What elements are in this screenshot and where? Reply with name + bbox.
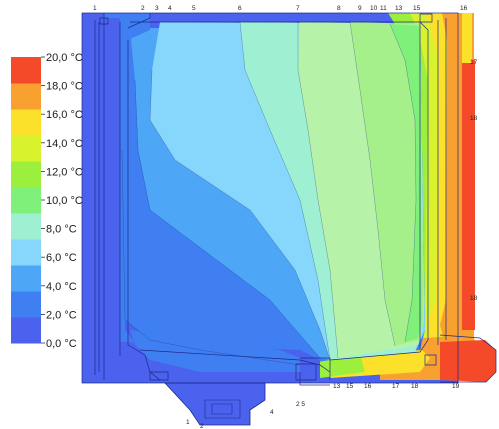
legend-band-4 — [11, 213, 41, 240]
bottom-glass-outline — [139, 349, 331, 373]
small-slot-bottom — [149, 354, 437, 381]
marker-top: 8 — [337, 5, 341, 12]
right-frame-outline — [419, 18, 447, 350]
right-profile-outline — [439, 334, 497, 383]
marker-right: 17 — [470, 59, 478, 66]
legend-color-bar — [11, 57, 41, 344]
frame-foot-inner — [204, 399, 241, 419]
legend-tick-label: 20,0 °C — [46, 52, 83, 64]
marker-top: 3 — [155, 5, 159, 12]
legend-tick-label: 8,0 °C — [46, 224, 77, 236]
inner-note-label: 2 5 — [296, 401, 305, 408]
frame-right-layer-4 — [440, 13, 462, 340]
isotherm-14 — [349, 21, 396, 347]
legend-tick-label: 18,0 °C — [46, 81, 83, 93]
sill-bracket-outline — [295, 363, 317, 381]
marker-lower: 4 — [270, 409, 274, 416]
marker-bottom: 19 — [452, 383, 460, 390]
marker-top: 4 — [168, 5, 172, 12]
marker-top: 16 — [460, 5, 468, 12]
isotherm-lines — [121, 21, 417, 366]
isotherm-4 — [121, 149, 301, 366]
isotherm-16 — [389, 23, 417, 343]
marker-top: 15 — [413, 5, 421, 12]
marker-right: 18 — [470, 295, 478, 302]
marker-top: 11 — [380, 5, 387, 12]
marker-top: 13 — [395, 5, 403, 12]
legend-band-10 — [11, 57, 41, 84]
legend-band-8 — [11, 109, 41, 136]
isotherm-6 — [134, 79, 321, 359]
legend-tick-labels: 20,0 °C 18,0 °C 16,0 °C 14,0 °C 12,0 °C 10,0 … — [41, 52, 83, 350]
marker-bottom: 17 — [392, 383, 400, 390]
legend-tick-label: 14,0 °C — [46, 138, 83, 150]
sill-outline — [299, 357, 331, 386]
legend-band-7 — [11, 135, 41, 162]
marker-top: 2 — [141, 5, 145, 12]
frame-rebate-outline — [94, 20, 100, 375]
sash-outline — [127, 13, 161, 381]
legend-tick-label: 10,0 °C — [46, 195, 83, 207]
thermal-field — [82, 13, 496, 426]
outer-boundary — [81, 12, 459, 384]
legend-band-1 — [11, 291, 41, 318]
left-frame-outer — [82, 13, 104, 383]
glass-zone-14deg — [350, 22, 424, 346]
isotherm-8 — [149, 69, 331, 361]
legend-tick-label: 16,0 °C — [46, 109, 83, 121]
legend-tick-label: 4,0 °C — [46, 281, 77, 293]
marker-bottom: 16 — [364, 383, 372, 390]
left-frame-outline — [103, 13, 129, 380]
construction-outlines — [81, 12, 497, 386]
marker-bottom: 18 — [411, 383, 419, 390]
marker-right: 18 — [470, 115, 478, 122]
marker-top: 9 — [358, 5, 362, 12]
marker-bottom: 13 — [333, 383, 341, 390]
temperature-legend: 20,0 °C 18,0 °C 16,0 °C 14,0 °C 12,0 °C 10,0 … — [11, 52, 83, 350]
isotherm-12 — [297, 22, 339, 359]
marker-lower: 1 — [186, 419, 190, 426]
sill-green-zone — [320, 355, 365, 378]
marker-top: 1 — [93, 5, 97, 12]
legend-tick-label: 0,0 °C — [46, 338, 77, 350]
hot-wall-zone — [462, 60, 475, 330]
legend-band-6 — [11, 161, 41, 188]
bottom-sill-lighter — [130, 330, 300, 372]
legend-band-3 — [11, 239, 41, 266]
legend-band-0 — [11, 317, 41, 344]
legend-band-2 — [11, 265, 41, 292]
small-slot-top — [99, 13, 433, 25]
marker-top: 6 — [238, 5, 242, 12]
marker-lower: 2 — [200, 423, 204, 429]
legend-band-9 — [11, 83, 41, 110]
legend-tick-label: 6,0 °C — [46, 252, 77, 264]
sill-hot-zone — [440, 340, 496, 382]
marker-top: 10 — [370, 5, 378, 12]
marker-bottom: 15 — [346, 383, 354, 390]
glass-zone-16deg — [390, 24, 422, 342]
marker-top: 7 — [296, 5, 300, 12]
legend-band-5 — [11, 187, 41, 214]
left-frame-cold-zone — [104, 18, 120, 360]
marker-top: 5 — [192, 5, 196, 12]
legend-tick-label: 12,0 °C — [46, 166, 83, 178]
glass-edge-outline — [130, 21, 429, 361]
isotherm-10 — [239, 21, 331, 361]
legend-tick-label: 2,0 °C — [46, 309, 77, 321]
position-markers: 1 2 3 4 5 6 7 8 9 10 11 13 15 16 17 18 18 13 15 16 17 18 19 1 2 4 — [93, 5, 478, 429]
